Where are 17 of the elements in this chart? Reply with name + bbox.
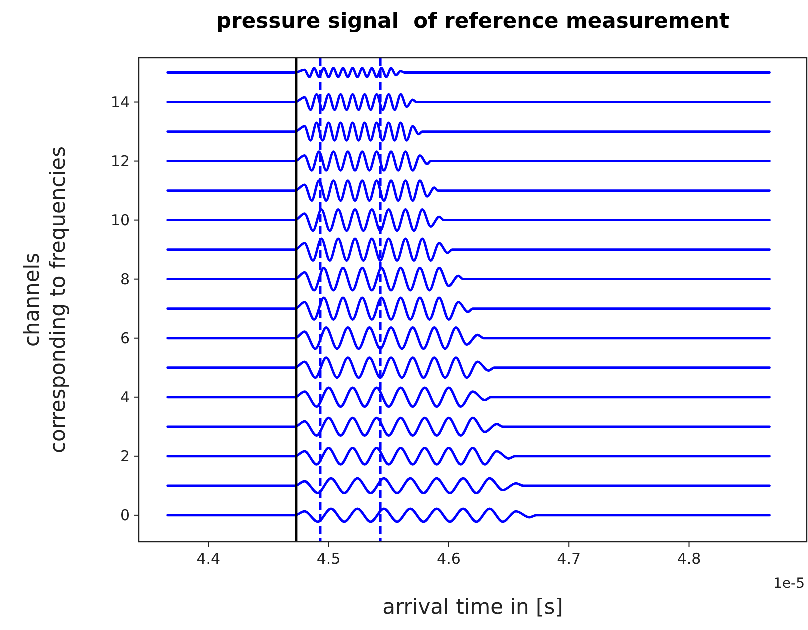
y-tick-label: 2 xyxy=(120,447,130,466)
y-tick-label: 10 xyxy=(110,211,130,230)
y-tick-label: 12 xyxy=(110,152,130,170)
x-tick-label: 4.4 xyxy=(196,550,221,568)
x-tick-label: 4.6 xyxy=(437,550,461,568)
y-tick-label: 14 xyxy=(110,93,130,112)
y-axis-title: channels corresponding to frequencies xyxy=(20,146,70,454)
chart-title: pressure signal of reference measurement xyxy=(216,9,730,33)
x-tick-label: 4.7 xyxy=(557,550,582,568)
text: 1e-5 xyxy=(774,576,805,592)
y-tick-label: 6 xyxy=(120,329,130,348)
x-tick-label: 4.8 xyxy=(677,550,702,568)
y-tick-label: 4 xyxy=(120,388,130,406)
y-tick-label: 0 xyxy=(120,506,130,524)
y-tick-label: 8 xyxy=(120,270,130,288)
x-tick-label: 4.5 xyxy=(316,550,341,568)
x-axis-title: arrival time in [s] xyxy=(382,595,564,619)
